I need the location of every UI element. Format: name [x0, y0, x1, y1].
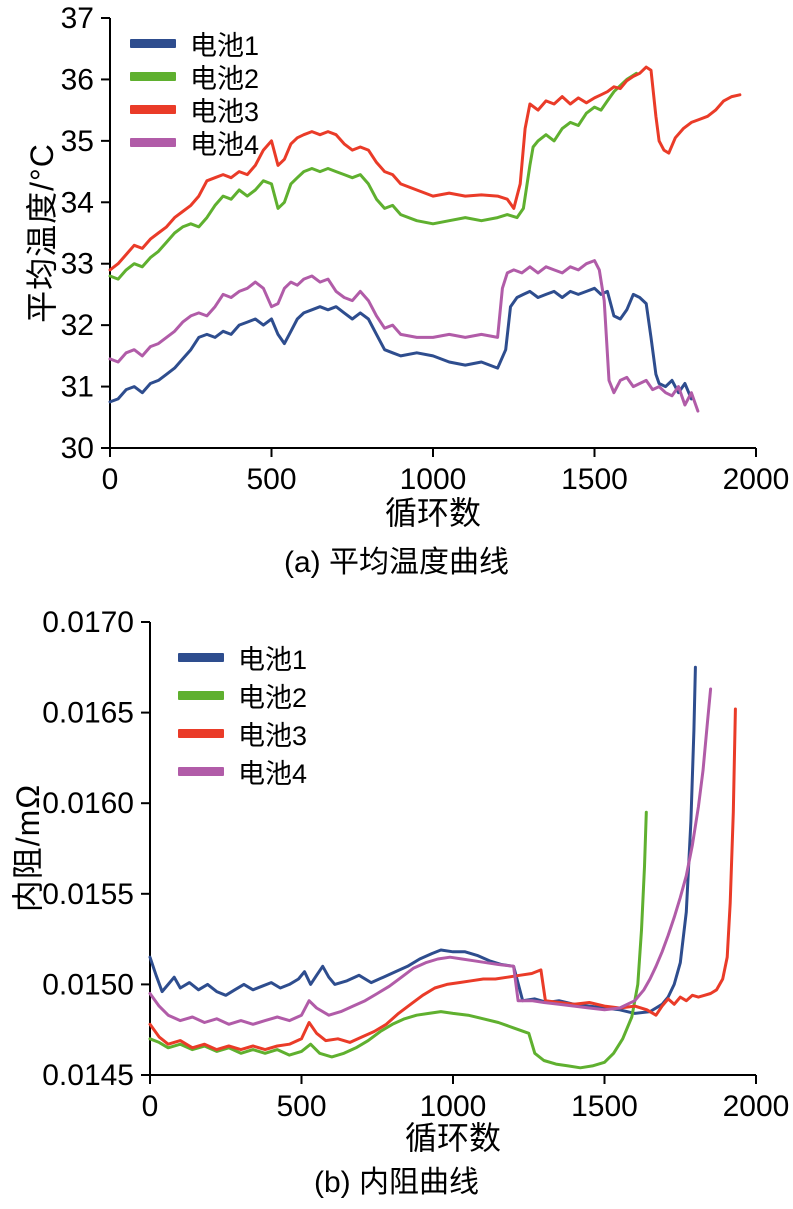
legend-item-battery3: 电池3	[130, 93, 260, 127]
legend-item-battery3: 电池3	[178, 714, 307, 752]
battery3-legend-label: 电池3	[190, 97, 260, 127]
temperature-caption: (a) 平均温度曲线	[284, 546, 509, 579]
battery2-legend-label: 电池2	[238, 682, 308, 713]
resistance-figure: 0 500 1000 1500 2000 0.0145 0.0150 0.0155 0.0160…	[0, 592, 793, 1209]
svg-text:36: 36	[61, 63, 94, 96]
svg-text:0: 0	[102, 463, 119, 492]
svg-text:33: 33	[61, 248, 94, 281]
battery3-legend-label: 电池3	[238, 720, 308, 751]
resistance-caption: (b) 内阻曲线	[314, 1166, 479, 1199]
resistance-chart-canvas: 0 500 1000 1500 2000 0.0145 0.0150 0.0155 0.0160…	[42, 606, 790, 1117]
battery1-legend-label: 电池1	[190, 31, 260, 61]
svg-text:1000: 1000	[420, 1090, 487, 1117]
resistance-y-axis-label: 内阻/mΩ	[10, 783, 46, 913]
temperature-y-axis-label: 平均温度/°C	[24, 143, 60, 323]
svg-text:0.0150: 0.0150	[42, 968, 134, 1001]
battery2-color-swatch	[130, 72, 176, 81]
svg-text:0: 0	[142, 1090, 159, 1117]
resistance-legend: 电池1 电池2 电池3 电池4	[178, 638, 307, 790]
svg-text:30: 30	[61, 432, 94, 465]
legend-item-battery2: 电池2	[178, 676, 307, 714]
svg-text:32: 32	[61, 309, 94, 342]
resistance-x-axis-label: 循环数	[404, 1120, 501, 1156]
svg-text:35: 35	[61, 125, 94, 158]
battery2-color-swatch	[178, 690, 224, 700]
temperature-legend: 电池1 电池2 电池3 电池4	[130, 27, 260, 160]
legend-item-battery4: 电池4	[130, 126, 260, 160]
battery3-color-swatch	[130, 105, 176, 114]
battery1-legend-label: 电池1	[238, 644, 308, 675]
battery4-legend-label: 电池4	[238, 758, 308, 789]
battery1-color-swatch	[130, 39, 176, 48]
svg-text:1000: 1000	[400, 463, 467, 492]
legend-item-battery1: 电池1	[130, 27, 260, 61]
resistance-chart-area: 0 500 1000 1500 2000 0.0145 0.0150 0.0155 0.0160…	[0, 592, 793, 1117]
temperature-figure: 0 500 1000 1500 2000 30 31 32 33 34 35 36 37 平均温度/°C…	[0, 0, 793, 592]
svg-text:31: 31	[61, 371, 94, 404]
battery2-legend-label: 电池2	[190, 64, 260, 94]
svg-text:2000: 2000	[723, 1090, 790, 1117]
svg-text:0.0145: 0.0145	[42, 1059, 134, 1092]
battery3-color-swatch	[178, 728, 224, 738]
battery4-color-swatch	[130, 138, 176, 147]
battery4-color-swatch	[178, 766, 224, 776]
svg-text:0.0165: 0.0165	[42, 697, 134, 730]
svg-text:500: 500	[246, 463, 296, 492]
svg-text:37: 37	[61, 2, 94, 35]
svg-text:0.0155: 0.0155	[42, 878, 134, 911]
svg-text:2000: 2000	[723, 463, 790, 492]
battery4-legend-label: 电池4	[190, 130, 260, 160]
legend-item-battery2: 电池2	[130, 60, 260, 94]
legend-item-battery4: 电池4	[178, 752, 307, 790]
svg-text:500: 500	[276, 1090, 326, 1117]
temperature-chart-area: 0 500 1000 1500 2000 30 31 32 33 34 35 36 37 平均温度/°C…	[0, 0, 793, 492]
svg-text:34: 34	[61, 186, 94, 219]
svg-text:1500: 1500	[561, 463, 628, 492]
svg-text:0.0160: 0.0160	[42, 787, 134, 820]
svg-text:1500: 1500	[571, 1090, 638, 1117]
legend-item-battery1: 电池1	[178, 638, 307, 676]
svg-text:0.0170: 0.0170	[42, 606, 134, 639]
battery1-color-swatch	[178, 652, 224, 662]
temperature-x-axis-label: 循环数	[384, 495, 481, 531]
temperature-chart-canvas: 0 500 1000 1500 2000 30 31 32 33 34 35 36 37	[61, 2, 790, 492]
